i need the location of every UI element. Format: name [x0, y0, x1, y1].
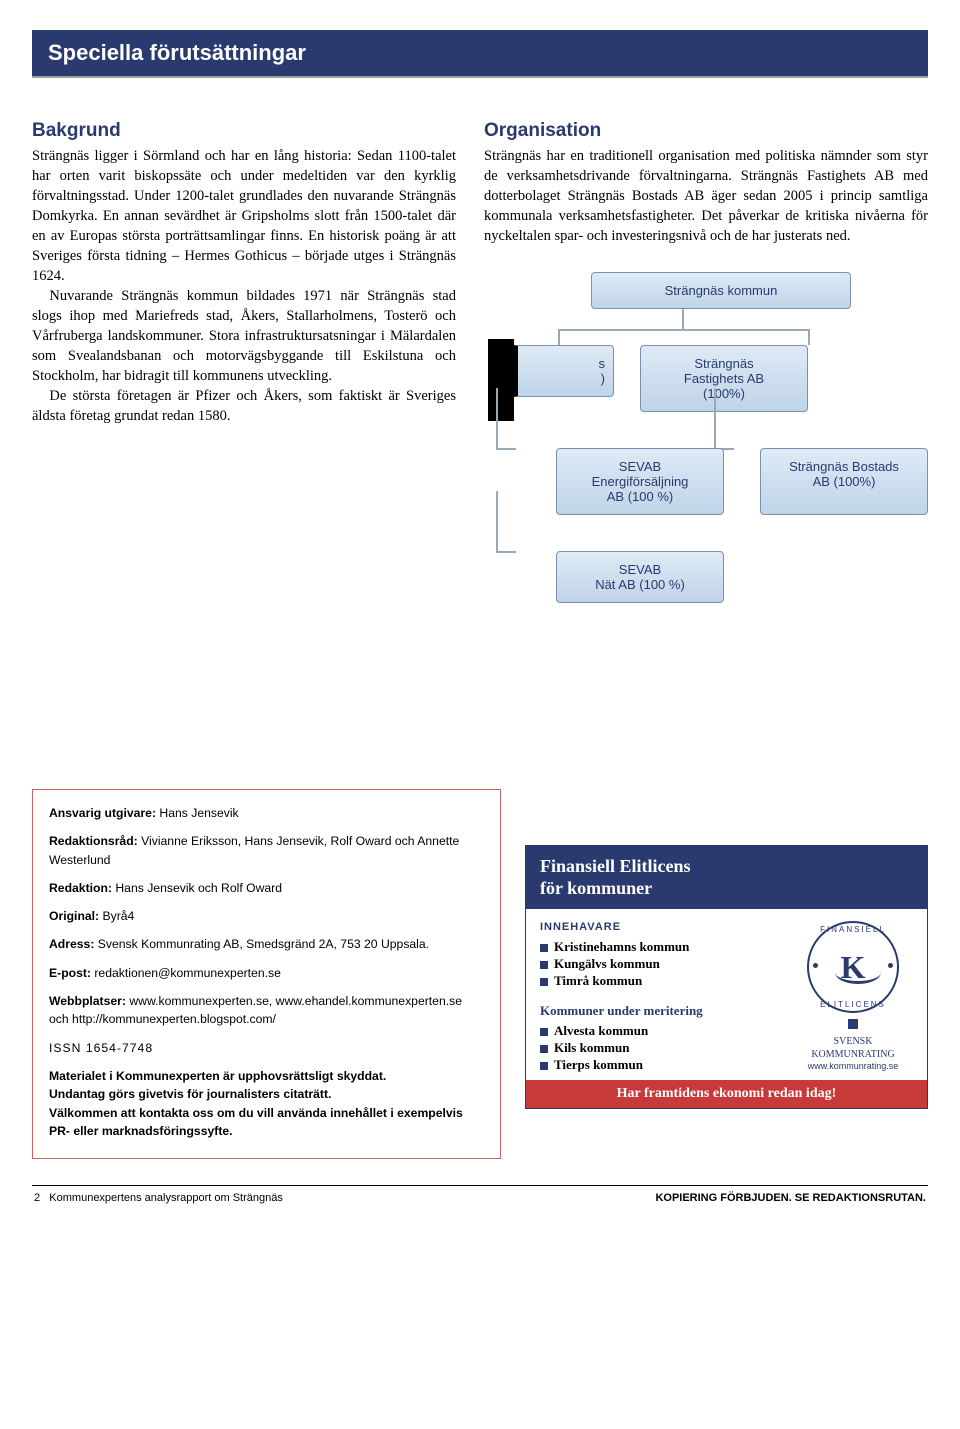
license-brand2: www.kommunrating.se	[808, 1061, 899, 1071]
red-block1: Materialet i Kommunexperten är upphovsrä…	[49, 1067, 484, 1085]
license-mer2: Kils kommun	[540, 1040, 783, 1056]
org-box-cut: s )	[514, 345, 614, 397]
red-e6-label: E-post:	[49, 966, 91, 980]
red-e1-label: Ansvarig utgivare:	[49, 806, 156, 820]
footer-pagenum: 2	[34, 1192, 40, 1204]
org-box-bostads: Strängnäs Bostads AB (100%)	[760, 448, 928, 515]
red-issn: ISSN 1654-7748	[49, 1039, 484, 1057]
license-brand1: SVENSK KOMMUNRATING	[811, 1036, 894, 1060]
org-cut-line1: s	[546, 356, 605, 371]
license-mer1: Alvesta kommun	[540, 1023, 783, 1039]
seal-text-top: FINANSIELL	[820, 925, 886, 934]
license-meriter-label: Kommuner under meritering	[540, 1003, 783, 1019]
left-p1: Strängnäs ligger i Sörmland och har en l…	[32, 146, 456, 286]
license-brand: SVENSK KOMMUNRATING www.kommunrating.se	[793, 1019, 913, 1072]
license-title2: för kommuner	[540, 878, 913, 900]
red-block3: Välkommen att kontakta oss om du vill an…	[49, 1104, 484, 1141]
red-e5-val: Svensk Kommunrating AB, Smedsgränd 2A, 7…	[94, 937, 429, 951]
license-title1: Finansiell Elitlicens	[540, 856, 913, 878]
license-innehavare-label: INNEHAVARE	[540, 921, 783, 933]
red-e7-label: Webbplatser:	[49, 994, 126, 1008]
heading-bakgrund: Bakgrund	[32, 120, 456, 142]
red-e3-label: Redaktion:	[49, 881, 112, 895]
license-seal-icon: FINANSIELL K ELITLICENS	[807, 921, 899, 1013]
org-box-sevab-energi: SEVAB Energiförsäljning AB (100 %)	[556, 448, 724, 515]
red-e2-label: Redaktionsråd:	[49, 834, 138, 848]
org-box-sevab-nat: SEVAB Nät AB (100 %)	[556, 551, 724, 603]
right-p1: Strängnäs har en traditionell organisati…	[484, 146, 928, 246]
seal-text-bot: ELITLICENS	[820, 1000, 886, 1009]
license-header: Finansiell Elitlicens för kommuner	[526, 846, 927, 909]
red-e4-val: Byrå4	[99, 909, 134, 923]
red-block2: Undantag görs givetvis för journalisters…	[49, 1085, 484, 1103]
body-right: Strängnäs har en traditionell organisati…	[484, 146, 928, 246]
heading-organisation: Organisation	[484, 120, 928, 142]
license-card: Finansiell Elitlicens för kommuner INNEH…	[525, 845, 928, 1109]
org-chart: Strängnäs kommun s ) Strängnäs Fastighet…	[484, 272, 928, 603]
red-e3-val: Hans Jensevik och Rolf Oward	[112, 881, 282, 895]
license-kom3: Timrå kommun	[540, 973, 783, 989]
left-p3: De största företagen är Pfizer och Åkers…	[32, 386, 456, 426]
left-p2: Nuvarande Strängnäs kommun bildades 1971…	[32, 286, 456, 386]
footer-lefttext: Kommunexpertens analysrapport om Strängn…	[49, 1192, 283, 1204]
seal-monogram: K	[841, 949, 866, 986]
page-footer: 2 Kommunexpertens analysrapport om Strän…	[32, 1192, 928, 1214]
red-e6-val: redaktionen@kommunexperten.se	[91, 966, 281, 980]
page-banner: Speciella förutsättningar	[32, 30, 928, 78]
org-cut-line2: )	[546, 371, 605, 386]
license-mer3: Tierps kommun	[540, 1057, 783, 1073]
footer-righttext: KOPIERING FÖRBJUDEN. SE REDAKTIONSRUTAN.	[655, 1192, 926, 1204]
red-e1-val: Hans Jensevik	[156, 806, 239, 820]
org-root: Strängnäs kommun	[591, 272, 851, 309]
license-kom2: Kungälvs kommun	[540, 956, 783, 972]
license-footer: Har framtidens ekonomi redan idag!	[526, 1080, 927, 1108]
red-e5-label: Adress:	[49, 937, 94, 951]
body-left: Strängnäs ligger i Sörmland och har en l…	[32, 146, 456, 426]
footer-rule	[32, 1185, 928, 1186]
red-e4-label: Original:	[49, 909, 99, 923]
license-kom1: Kristinehamns kommun	[540, 939, 783, 955]
editorial-box: Ansvarig utgivare: Hans Jensevik Redakti…	[32, 789, 501, 1159]
